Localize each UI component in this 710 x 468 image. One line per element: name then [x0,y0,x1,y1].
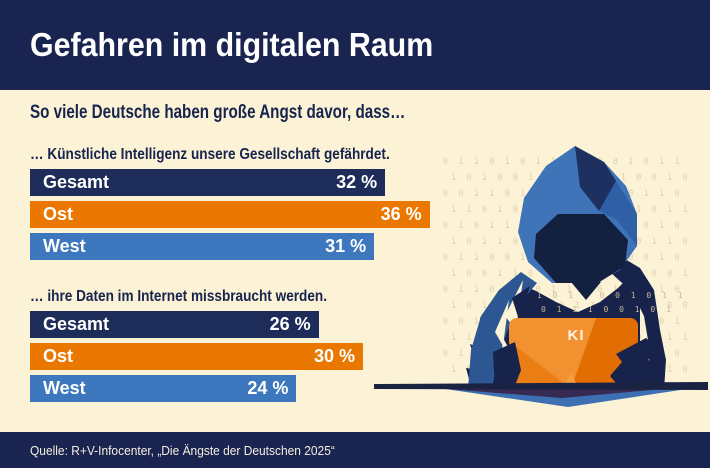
subtitle: So viele Deutsche haben große Angst davo… [30,102,406,123]
hacker-illustration: 0 1 1 0 1 0 1 1 0 1 0 0 1 0 1 1 1 0 1 0 … [374,146,708,407]
desk [374,382,708,407]
bar-ki-gesamt: Gesamt 32 % [30,169,386,196]
chin-shadow [571,282,601,300]
bar-daten-gesamt: Gesamt 26 % [30,311,319,338]
svg-text:1 0 1 1 0 0 1 0 1 1: 1 0 1 1 0 0 1 0 1 1 [537,291,686,300]
chart-ki-bars: Gesamt 32 % Ost 36 % West 31 % [30,169,470,260]
svg-text:0 1 1 1 0 0 1 0 1: 0 1 1 1 0 0 1 0 1 [541,305,674,314]
fold-accent [495,300,509,346]
bar-value: 32 % [336,172,378,192]
right-hand [610,338,662,390]
fold-accent [505,280,523,330]
page-title: Gefahren im digitalen Raum [30,26,434,63]
laptop-ki-label: KI [568,327,585,344]
source-text: Quelle: R+V-Infocenter, „Die Ängste der … [30,442,335,458]
bar-label: Ost [43,204,74,224]
bar-label: Gesamt [43,172,110,192]
bar-value: 31 % [325,236,367,256]
bar-daten-west: West 24 % [30,375,297,402]
left-hand [493,342,521,389]
header-banner: Gefahren im digitalen Raum [0,0,710,90]
bar-ki-west: West 31 % [30,233,375,260]
svg-text:1 0 1 0 0 1 1 0 1 1 0 1 0 1: 1 0 1 0 0 1 1 0 1 1 0 1 0 1 0 0 [451,301,690,311]
chart-daten: … ihre Daten im Internet missbraucht wer… [30,288,470,402]
chart-daten-title: … ihre Daten im Internet missbraucht wer… [30,288,328,305]
hood-facet-dark [575,146,616,211]
footer-banner: Quelle: R+V-Infocenter, „Die Ängste der … [0,432,710,468]
desk-line [374,382,708,390]
bar-value: 30 % [313,346,355,366]
laptop: KI [493,318,662,390]
chart-ki-title: … Künstliche Intelligenz unsere Gesellsc… [30,146,390,163]
chart-daten-bars: Gesamt 26 % Ost 30 % West 24 % [30,311,470,402]
bar-ki-ost: Ost 36 % [30,201,430,228]
bar-label: Ost [43,346,74,366]
content-area: So viele Deutsche haben große Angst davo… [30,90,470,407]
bar-label: Gesamt [43,314,110,334]
hood-facet-mid [599,181,637,246]
bar-label: West [43,236,86,256]
bar-value: 36 % [380,204,422,224]
bar-daten-ost: Ost 30 % [30,343,363,370]
fold-accent [512,286,530,320]
bar-value: 24 % [247,378,289,398]
chart-ki: … Künstliche Intelligenz unsere Gesellsc… [30,146,470,260]
svg-text:0 1 1 0 1 0 0 1 1 0 0 1 0 1: 0 1 1 0 1 0 0 1 1 0 0 1 0 1 1 0 [443,285,682,295]
bar-value: 26 % [269,314,311,334]
bar-label: West [43,378,86,398]
laptop-facet-left [509,341,571,389]
face-opening [534,214,628,283]
